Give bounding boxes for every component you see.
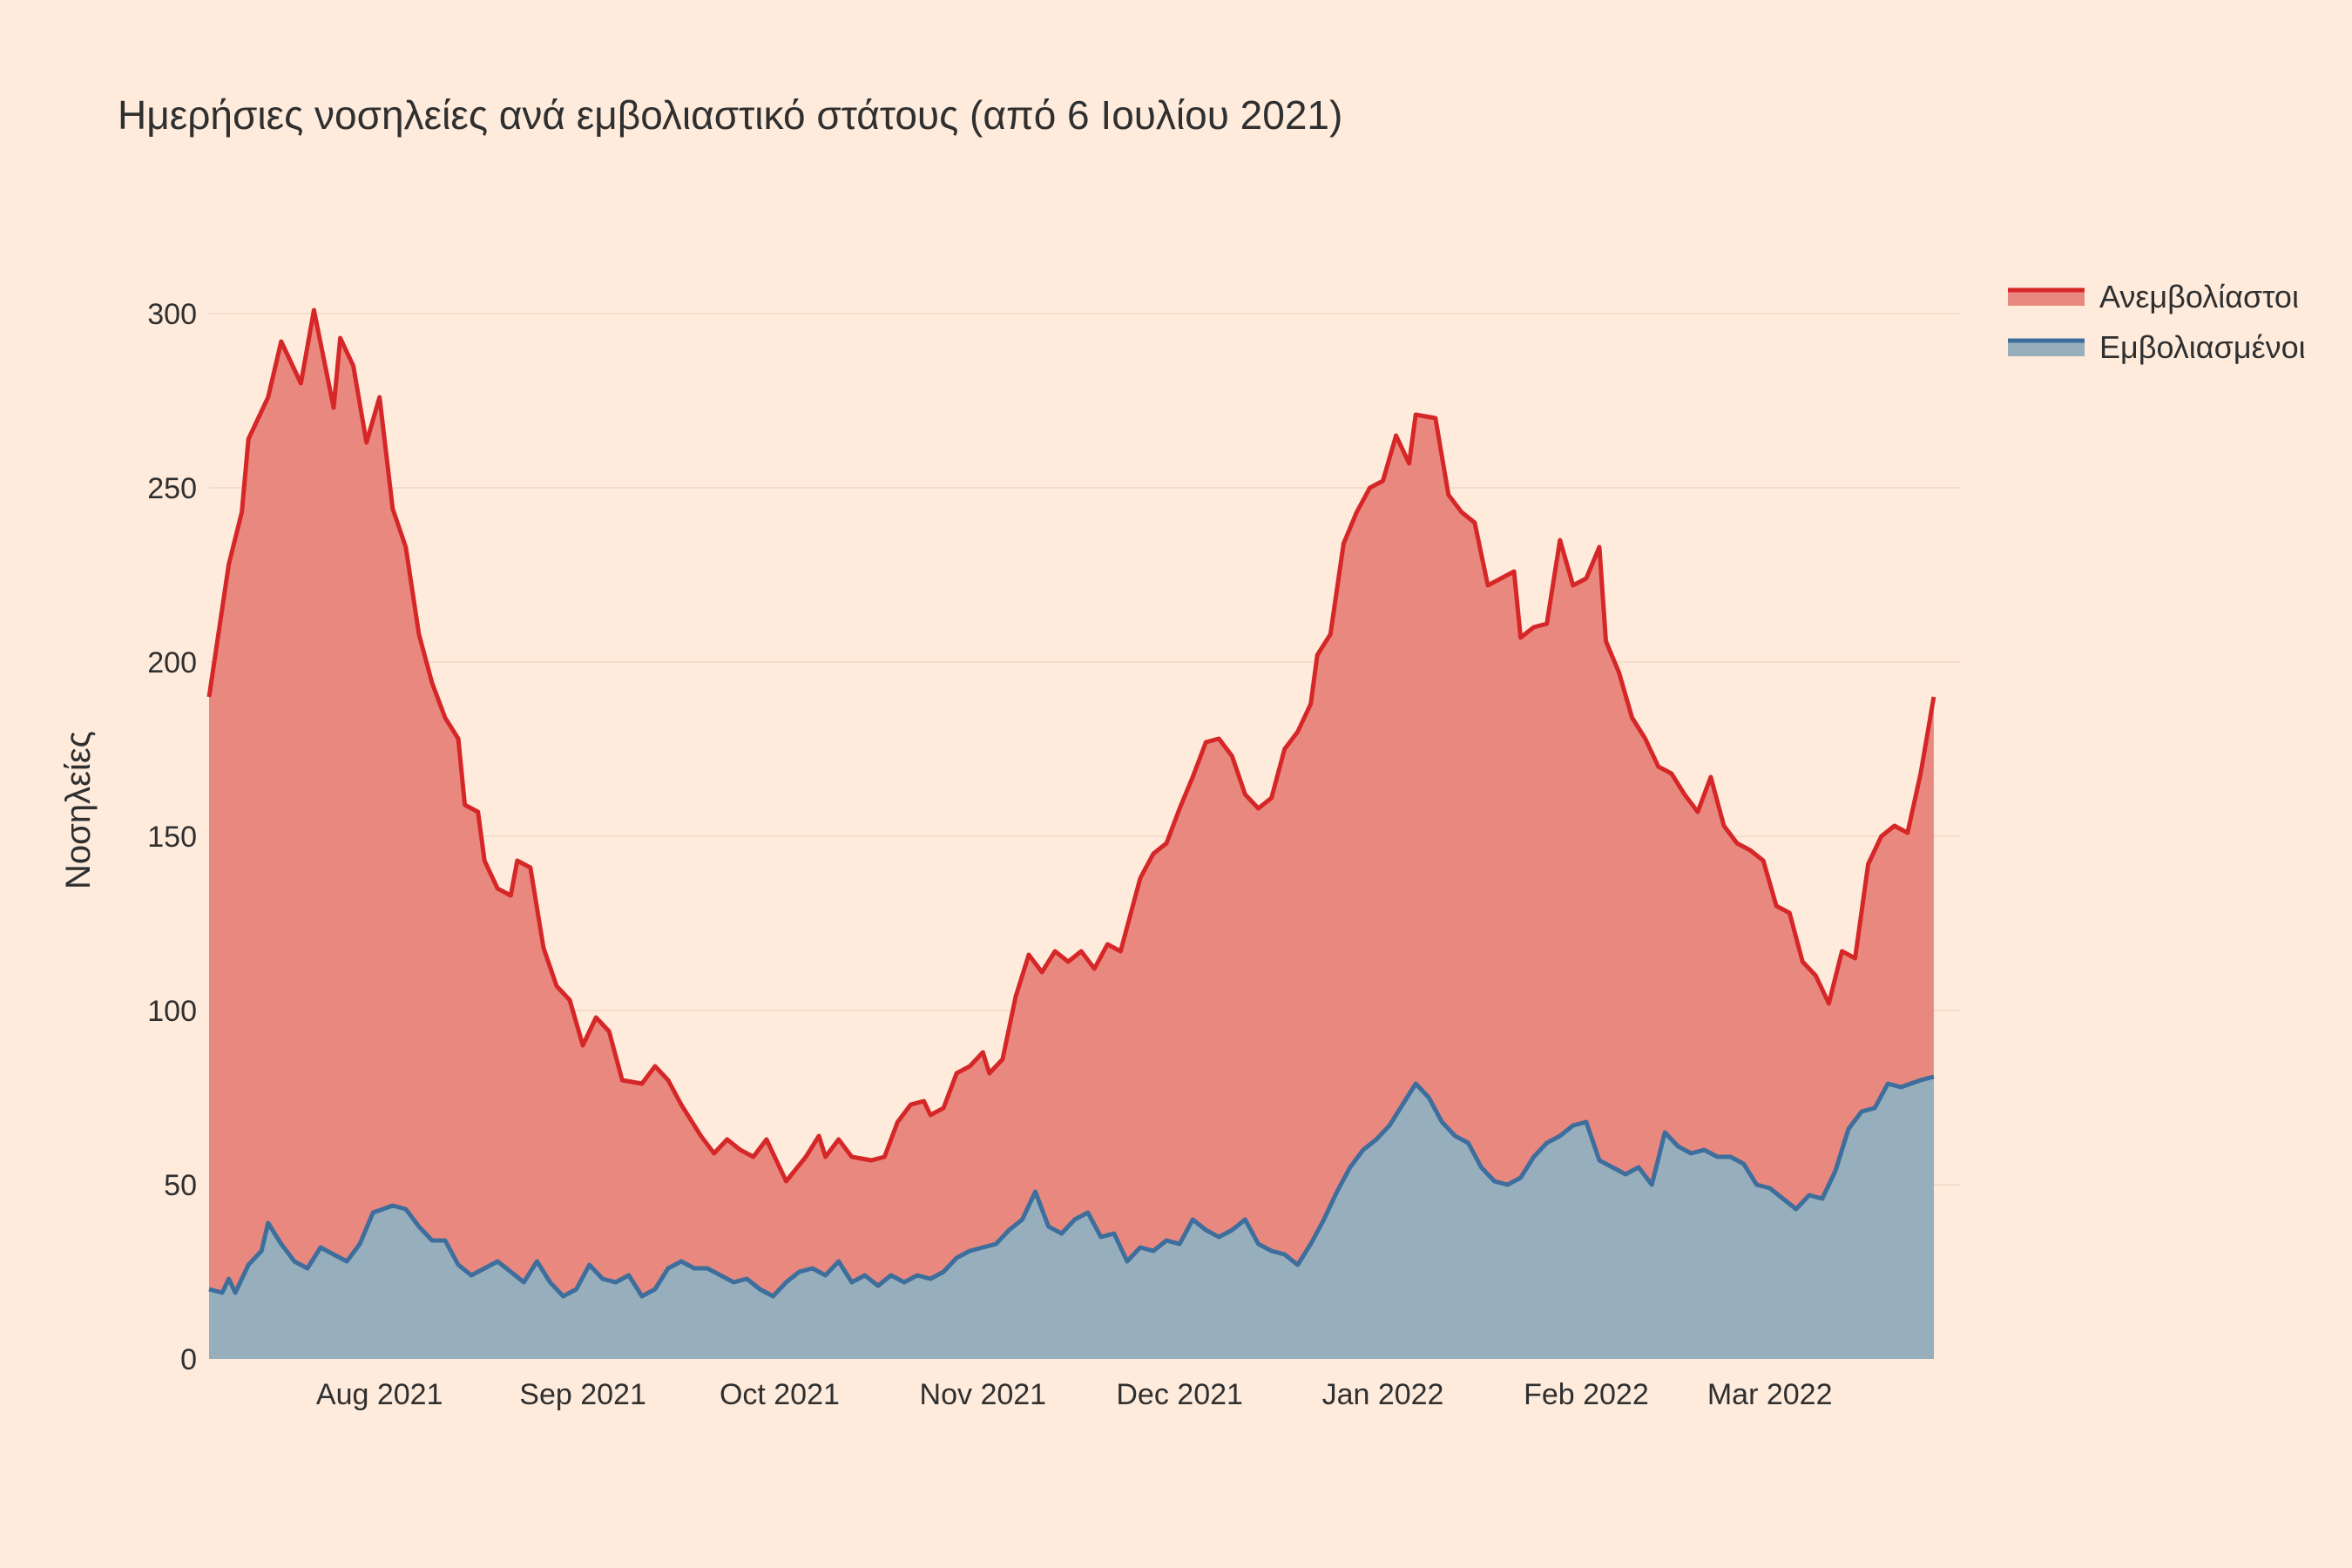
x-tick-label: Dec 2021	[1116, 1378, 1243, 1411]
legend-label: Ανεμβολίαστοι	[2099, 279, 2299, 314]
x-tick-label: Feb 2022	[1524, 1378, 1649, 1411]
legend[interactable]: Ανεμβολίαστοι Εμβολιασμένοι	[2008, 279, 2306, 365]
y-tick-label: 50	[164, 1169, 197, 1202]
y-tick-label: 0	[180, 1343, 197, 1376]
x-tick-label: Nov 2021	[920, 1378, 1047, 1411]
series-1-line	[206, 308, 1936, 1184]
y-axis-title: Νοσηλείες	[59, 731, 98, 889]
x-axis-ticks: Aug 2021 Sep 2021 Oct 2021 Nov 2021 Dec 2021…	[316, 1378, 1833, 1411]
series-2-line	[208, 1074, 1935, 1299]
legend-item[interactable]: Εμβολιασμένοι	[2008, 329, 2306, 365]
legend-item[interactable]: Ανεμβολίαστοι	[2008, 279, 2299, 314]
series-1-area	[209, 310, 1934, 1359]
y-tick-label: 300	[147, 298, 197, 331]
y-tick-label: 150	[147, 821, 197, 854]
chart-title: Ημερήσιες νοσηλείες ανά εμβολιαστικό στά…	[118, 92, 1342, 138]
legend-swatch	[2008, 290, 2085, 306]
y-tick-label: 100	[147, 995, 197, 1028]
y-axis-ticks: 0 50 100 150 200 250 300	[147, 298, 197, 1376]
x-tick-label: Jan 2022	[1322, 1378, 1444, 1411]
legend-swatch	[2008, 341, 2085, 356]
x-tick-label: Aug 2021	[316, 1378, 443, 1411]
legend-label: Εμβολιασμένοι	[2099, 329, 2306, 365]
series-2-area	[209, 1077, 1934, 1359]
areas	[209, 310, 1934, 1359]
y-tick-label: 200	[147, 646, 197, 679]
series-lines	[206, 308, 1936, 1299]
x-tick-label: Sep 2021	[519, 1378, 646, 1411]
x-tick-label: Mar 2022	[1707, 1378, 1833, 1411]
x-tick-label: Oct 2021	[720, 1378, 840, 1411]
y-tick-label: 250	[147, 472, 197, 505]
